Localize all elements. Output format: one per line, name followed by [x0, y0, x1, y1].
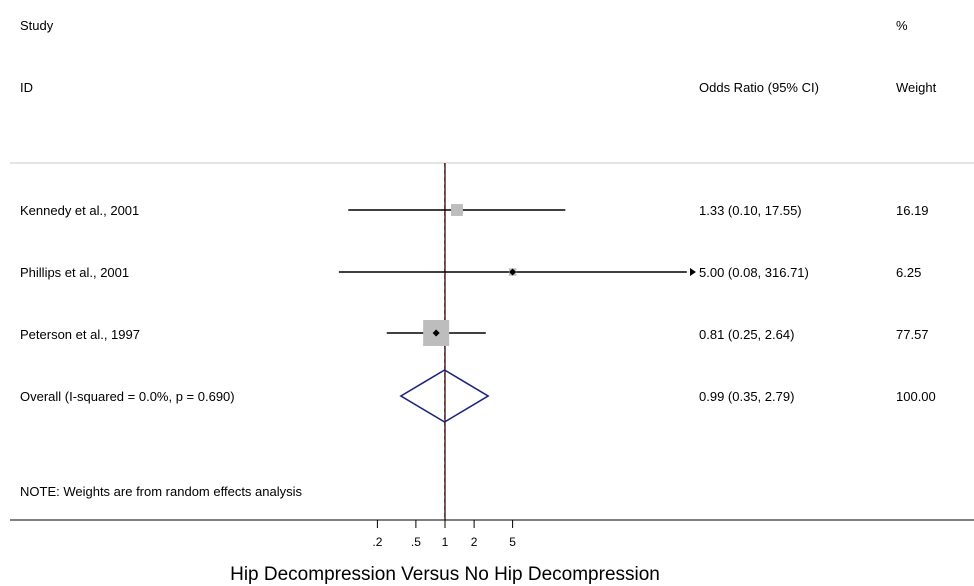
study-row: Kennedy et al., 2001 1.33 (0.10, 17.55) …	[20, 203, 929, 218]
study-row: Peterson et al., 1997 0.81 (0.25, 2.64) …	[20, 320, 929, 346]
x-tick-label: .5	[411, 535, 421, 549]
overall-or-value: 0.99 (0.35, 2.79)	[699, 389, 794, 404]
overall-weight-value: 100.00	[896, 389, 936, 404]
study-label: Peterson et al., 1997	[20, 327, 140, 342]
x-axis-ticks: .2 .5 1 2 5	[372, 520, 516, 549]
study-or-value: 5.00 (0.08, 316.71)	[699, 265, 809, 280]
note-text: NOTE: Weights are from random effects an…	[20, 484, 303, 499]
study-or-value: 0.81 (0.25, 2.64)	[699, 327, 794, 342]
header-study: Study	[20, 18, 54, 33]
header-weight: Weight	[896, 80, 937, 95]
x-tick-label: 2	[471, 535, 478, 549]
study-label: Kennedy et al., 2001	[20, 203, 139, 218]
x-tick-label: 5	[509, 535, 516, 549]
study-weight-value: 6.25	[896, 265, 921, 280]
study-point	[432, 329, 440, 337]
overall-diamond	[399, 369, 490, 423]
header-odds-ratio: Odds Ratio (95% CI)	[699, 80, 819, 95]
x-tick-label: .2	[372, 535, 382, 549]
study-point	[509, 268, 517, 276]
study-weight-value: 16.19	[896, 203, 929, 218]
study-weight-value: 77.57	[896, 327, 929, 342]
study-row: Phillips et al., 2001 5.00 (0.08, 316.71…	[20, 265, 921, 280]
study-or-value: 1.33 (0.10, 17.55)	[699, 203, 802, 218]
overall-row: Overall (I-squared = 0.0%, p = 0.690) 0.…	[20, 369, 936, 423]
x-axis-title: Hip Decompression Versus No Hip Decompre…	[230, 564, 660, 585]
header-percent: %	[896, 18, 908, 33]
overall-label: Overall (I-squared = 0.0%, p = 0.690)	[20, 389, 235, 404]
ci-arrow-icon	[690, 268, 696, 276]
study-weight-box	[451, 204, 463, 216]
x-tick-label: 1	[442, 535, 449, 549]
study-label: Phillips et al., 2001	[20, 265, 129, 280]
header-id: ID	[20, 80, 33, 95]
